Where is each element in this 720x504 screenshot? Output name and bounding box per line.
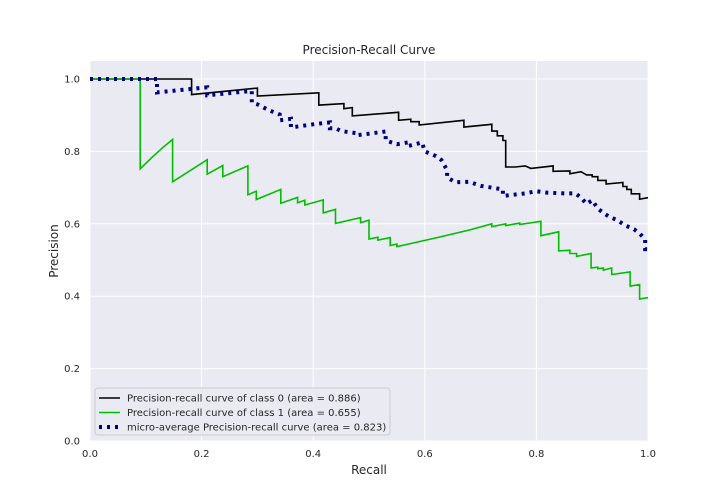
x-tick-label-5: 1.0 — [640, 449, 656, 460]
plot-background — [90, 61, 648, 441]
y-axis-label: Precision — [47, 224, 61, 278]
y-tick-label-0: 0.0 — [64, 437, 80, 448]
chart-title: Precision-Recall Curve — [303, 43, 436, 57]
x-tick-label-3: 0.6 — [417, 449, 433, 460]
legend: Precision-recall curve of class 0 (area … — [94, 387, 391, 436]
x-tick-label-1: 0.2 — [194, 449, 210, 460]
x-tick-label-4: 0.8 — [528, 449, 544, 460]
legend-label-2: micro-average Precision-recall curve (ar… — [127, 423, 386, 434]
y-tick-label-1: 0.2 — [64, 364, 80, 375]
x-tick-label-2: 0.4 — [305, 449, 321, 460]
y-tick-label-2: 0.4 — [64, 292, 80, 303]
x-axis-label: Recall — [351, 463, 387, 477]
x-axis-ticks: 0.0 0.2 0.4 0.6 0.8 1.0 — [82, 449, 656, 460]
legend-label-0: Precision-recall curve of class 0 (area … — [127, 394, 361, 405]
legend-frame — [94, 387, 391, 436]
x-tick-label-0: 0.0 — [82, 449, 98, 460]
y-tick-label-4: 0.8 — [64, 147, 80, 158]
series-line-1 — [90, 78, 649, 301]
legend-label-1: Precision-recall curve of class 1 (area … — [127, 408, 361, 419]
series-line-0 — [90, 78, 649, 201]
y-tick-label-5: 1.0 — [64, 75, 80, 86]
y-tick-label-3: 0.6 — [64, 219, 80, 230]
y-axis-ticks: 0.0 0.2 0.4 0.6 0.8 1.0 — [64, 75, 80, 448]
series-layer — [90, 77, 649, 301]
